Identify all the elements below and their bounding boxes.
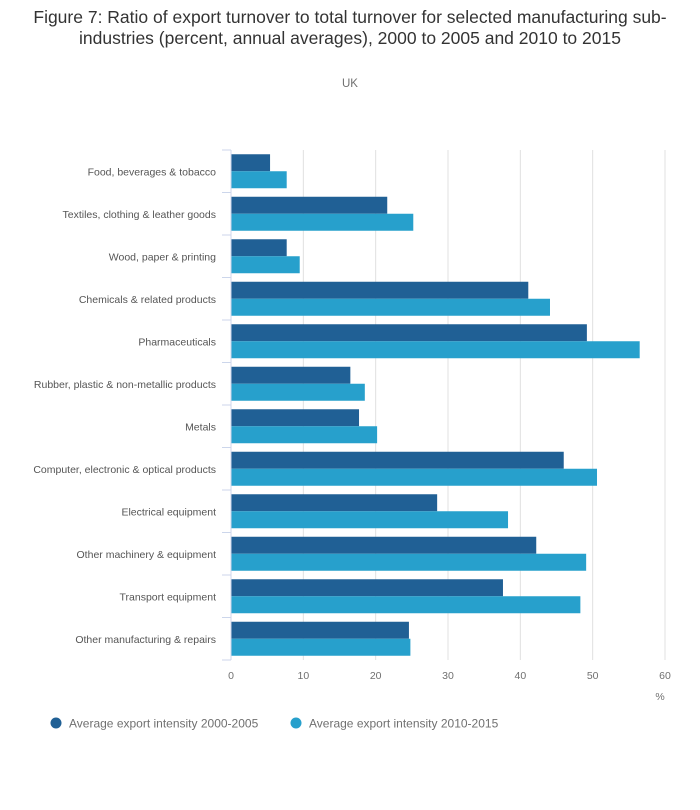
legend-marker [50, 717, 62, 729]
x-tick-label: 60 [659, 670, 671, 682]
category-label: Electrical equipment [121, 506, 216, 518]
bar-2000-2005 [231, 196, 388, 214]
bar-2000-2005 [231, 621, 409, 639]
bar-2010-2015 [231, 213, 414, 231]
bar-2010-2015 [231, 596, 581, 614]
bar-2000-2005 [231, 409, 360, 427]
bar-2010-2015 [231, 341, 640, 359]
category-label: Other machinery & equipment [77, 549, 217, 561]
bars [231, 154, 640, 656]
bar-2010-2015 [231, 468, 598, 486]
x-tick-label: 30 [442, 670, 454, 682]
category-label: Rubber, plastic & non-metallic products [34, 379, 216, 391]
chart-title: Figure 7: Ratio of export turnover to to… [33, 7, 667, 48]
bar-2000-2005 [231, 324, 587, 342]
bar-2000-2005 [231, 239, 287, 257]
bar-2000-2005 [231, 536, 537, 554]
legend-label[interactable]: Average export intensity 2000-2005 [69, 717, 259, 731]
bar-2010-2015 [231, 298, 550, 316]
x-tick-label: 50 [587, 670, 599, 682]
bar-2000-2005 [231, 281, 529, 299]
gridlines [302, 150, 666, 660]
legend: Average export intensity 2000-2005 Averag… [50, 717, 499, 731]
legend-marker [290, 717, 302, 729]
y-axis: Food, beverages & tobacco Textiles, cloth… [33, 149, 232, 661]
bar-2010-2015 [231, 638, 411, 656]
bar-2010-2015 [231, 426, 378, 444]
bar-2000-2005 [231, 494, 438, 512]
bar-2010-2015 [231, 511, 509, 529]
category-label: Food, beverages & tobacco [88, 166, 217, 178]
x-axis-label: % [655, 691, 664, 703]
bar-2010-2015 [231, 383, 365, 401]
chart-subtitle: UK [342, 78, 358, 90]
bar-2000-2005 [231, 579, 503, 597]
bar-2010-2015 [231, 553, 587, 571]
category-label: Wood, paper & printing [109, 251, 216, 263]
category-label: Metals [185, 421, 216, 433]
x-tick-label: 20 [370, 670, 382, 682]
category-label: Pharmaceuticals [138, 336, 216, 348]
category-label: Computer, electronic & optical products [33, 464, 216, 476]
x-tick-label: 40 [514, 670, 526, 682]
category-label: Other manufacturing & repairs [75, 634, 216, 646]
category-label: Chemicals & related products [79, 294, 216, 306]
bar-2010-2015 [231, 256, 300, 274]
bar-2000-2005 [231, 451, 564, 469]
x-axis: 0 10 20 30 40 50 60 [228, 670, 671, 682]
bar-2000-2005 [231, 154, 271, 172]
bar-2000-2005 [231, 366, 351, 384]
legend-label[interactable]: Average export intensity 2010-2015 [309, 717, 499, 731]
x-tick-label: 0 [228, 670, 234, 682]
bar-2010-2015 [231, 171, 287, 189]
category-label: Transport equipment [120, 591, 217, 603]
category-label: Textiles, clothing & leather goods [62, 209, 216, 221]
x-tick-label: 10 [297, 670, 309, 682]
